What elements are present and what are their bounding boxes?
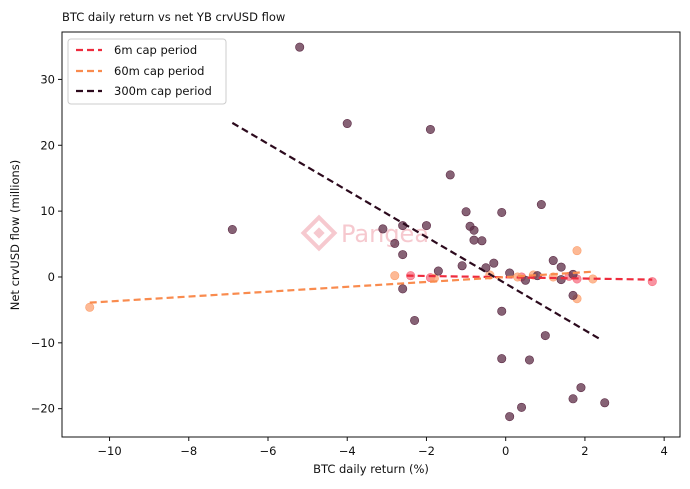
data-point-300m bbox=[295, 42, 305, 52]
data-point-300m bbox=[433, 266, 443, 276]
data-point-300m bbox=[548, 256, 558, 266]
y-tick-label: 10 bbox=[40, 204, 55, 218]
data-point-300m bbox=[445, 170, 455, 180]
data-point-300m bbox=[398, 284, 408, 294]
x-tick-label: −6 bbox=[260, 444, 277, 458]
data-point-300m bbox=[227, 225, 237, 235]
data-point-300m bbox=[461, 207, 471, 217]
data-point-300m bbox=[568, 394, 578, 404]
x-tick-label: 0 bbox=[502, 444, 509, 458]
watermark-text: Pangea bbox=[341, 220, 429, 248]
fit-line-300m bbox=[231, 121, 602, 341]
data-point-300m bbox=[469, 225, 479, 235]
y-axis-label: Net crvUSD flow (millions) bbox=[8, 160, 22, 311]
data-point-300m bbox=[576, 383, 586, 393]
data-point-300m bbox=[497, 207, 507, 217]
data-point-300m bbox=[600, 398, 610, 408]
y-tick-label: 0 bbox=[48, 270, 55, 284]
legend-label-300m: 300m cap period bbox=[114, 84, 212, 98]
legend-box bbox=[67, 38, 227, 105]
fit-line-6m bbox=[406, 274, 653, 281]
x-tick-label: 4 bbox=[660, 444, 667, 458]
data-point-300m bbox=[540, 331, 550, 341]
data-point-300m bbox=[556, 275, 566, 285]
x-tick-label: −8 bbox=[180, 444, 197, 458]
data-point-300m bbox=[410, 315, 420, 325]
x-tick-label: −4 bbox=[339, 444, 356, 458]
y-tick-label: −10 bbox=[31, 336, 55, 350]
x-axis-label: BTC daily return (%) bbox=[313, 462, 429, 476]
fit-line-60m bbox=[89, 270, 593, 304]
data-point-300m bbox=[477, 236, 487, 246]
data-point-300m bbox=[457, 261, 467, 271]
data-point-300m bbox=[421, 221, 431, 231]
data-point-60m bbox=[572, 246, 582, 256]
y-tick-label: 20 bbox=[40, 138, 55, 152]
y-tick-label: −20 bbox=[31, 402, 55, 416]
data-point-300m bbox=[469, 235, 479, 245]
y-tick-label: 30 bbox=[40, 72, 55, 86]
legend-label-60m: 60m cap period bbox=[114, 64, 204, 78]
data-point-300m bbox=[556, 262, 566, 272]
data-point-300m bbox=[489, 258, 499, 268]
legend-label-6m: 6m cap period bbox=[114, 43, 197, 57]
data-point-60m bbox=[85, 302, 95, 312]
x-tick-label: −2 bbox=[418, 444, 435, 458]
data-point-300m bbox=[342, 119, 352, 129]
data-point-300m bbox=[390, 238, 400, 248]
watermark-logo bbox=[300, 214, 338, 252]
data-point-300m bbox=[524, 355, 534, 365]
data-point-300m bbox=[378, 224, 388, 234]
data-point-300m bbox=[568, 290, 578, 300]
x-tick-label: −10 bbox=[97, 444, 121, 458]
data-point-300m bbox=[536, 200, 546, 210]
plot-area-frame bbox=[61, 31, 681, 438]
data-point-60m bbox=[390, 271, 400, 281]
data-point-300m bbox=[517, 402, 527, 412]
data-point-300m bbox=[505, 412, 515, 422]
data-point-300m bbox=[497, 354, 507, 364]
data-point-300m bbox=[497, 306, 507, 316]
legend: 6m cap period 60m cap period 300m cap pe… bbox=[67, 38, 227, 105]
data-point-300m bbox=[425, 124, 435, 134]
chart-title: BTC daily return vs net YB crvUSD flow bbox=[62, 10, 285, 24]
data-point-300m bbox=[398, 250, 408, 260]
x-tick-label: 2 bbox=[581, 444, 588, 458]
